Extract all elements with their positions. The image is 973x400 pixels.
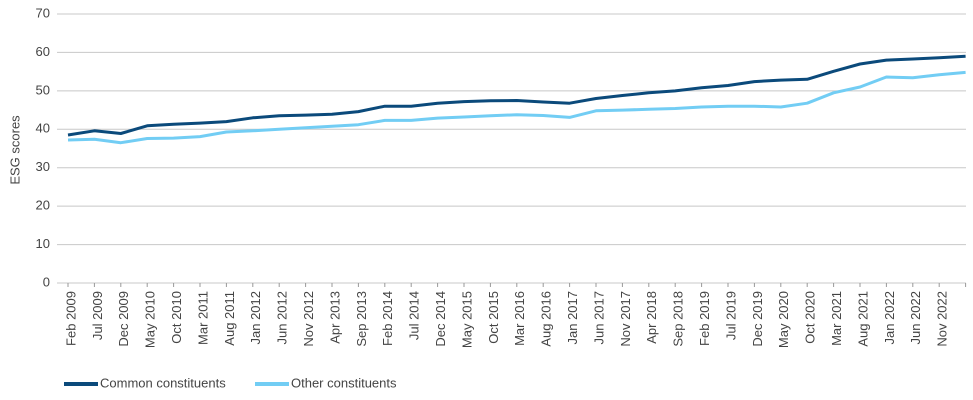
x-tick-label: Oct 2015 bbox=[486, 291, 501, 344]
x-tick-label: Mar 2021 bbox=[829, 291, 844, 346]
x-tick-label: Oct 2010 bbox=[169, 291, 184, 344]
x-tick-label: Jul 2019 bbox=[723, 291, 738, 340]
x-tick-label: Nov 2017 bbox=[618, 291, 633, 347]
x-tick-label: Dec 2014 bbox=[433, 291, 448, 347]
x-tick-label: Aug 2016 bbox=[539, 291, 554, 347]
line-series bbox=[67, 54, 966, 137]
x-tick-label: Apr 2018 bbox=[644, 291, 659, 344]
legend-label: Other constituents bbox=[291, 375, 397, 390]
x-tick-label: Apr 2013 bbox=[327, 291, 342, 344]
x-tick-label: Dec 2009 bbox=[116, 291, 131, 347]
x-tick-label: Nov 2012 bbox=[301, 291, 316, 347]
x-tick-label: Jan 2012 bbox=[248, 291, 263, 345]
x-tick-label: Oct 2020 bbox=[803, 291, 818, 344]
y-axis-title: ESG scores bbox=[7, 115, 22, 185]
x-tick-label: Sep 2013 bbox=[354, 291, 369, 347]
x-tick-label: Sep 2018 bbox=[671, 291, 686, 347]
line-series bbox=[67, 70, 966, 145]
x-tick-label: Feb 2019 bbox=[697, 291, 712, 346]
y-tick-label: 20 bbox=[36, 198, 50, 213]
x-tick-label: Jul 2009 bbox=[90, 291, 105, 340]
x-tick-label: May 2015 bbox=[459, 291, 474, 348]
y-tick-label: 70 bbox=[36, 5, 50, 20]
x-tick-label: Jun 2012 bbox=[275, 291, 290, 345]
x-tick-label: Feb 2009 bbox=[63, 291, 78, 346]
y-tick-label: 40 bbox=[36, 121, 50, 136]
x-tick-label: Dec 2019 bbox=[750, 291, 765, 347]
x-tick-label: Aug 2011 bbox=[222, 291, 237, 346]
x-tick-label: Jan 2022 bbox=[882, 291, 897, 345]
x-tick-label: Jan 2017 bbox=[565, 291, 580, 345]
x-tick-label: Nov 2022 bbox=[935, 291, 950, 347]
y-tick-label: 10 bbox=[36, 236, 50, 251]
y-tick-label: 30 bbox=[36, 159, 50, 174]
x-tick-label: Feb 2014 bbox=[380, 291, 395, 346]
x-tick-label: May 2010 bbox=[143, 291, 158, 348]
y-tick-label: 0 bbox=[43, 274, 50, 289]
legend-label: Common constituents bbox=[100, 375, 226, 390]
y-tick-label: 50 bbox=[36, 82, 50, 97]
x-tick-label: Jun 2022 bbox=[908, 291, 923, 345]
x-tick-label: Mar 2011 bbox=[195, 291, 210, 345]
x-tick-label: Mar 2016 bbox=[512, 291, 527, 346]
x-tick-label: Jul 2014 bbox=[407, 291, 422, 340]
y-tick-label: 60 bbox=[36, 44, 50, 59]
x-tick-label: Aug 2021 bbox=[855, 291, 870, 347]
x-tick-label: May 2020 bbox=[776, 291, 791, 348]
x-tick-label: Jun 2017 bbox=[591, 291, 606, 345]
